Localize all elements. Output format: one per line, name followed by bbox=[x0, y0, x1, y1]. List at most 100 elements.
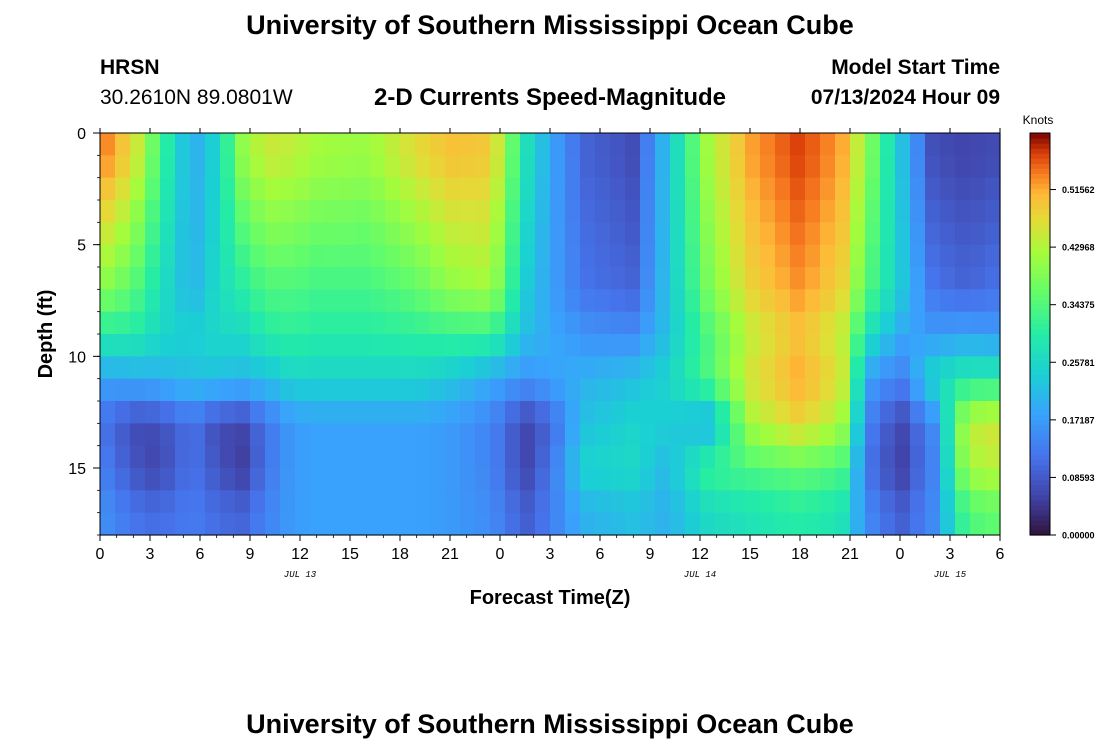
heatmap-cell bbox=[190, 177, 206, 201]
heatmap-cell bbox=[220, 244, 236, 268]
heatmap-cell bbox=[460, 512, 476, 536]
heatmap-cell bbox=[700, 289, 716, 313]
heatmap-cell bbox=[670, 155, 686, 179]
heatmap-cell bbox=[625, 177, 641, 201]
heatmap-cell bbox=[865, 490, 881, 514]
heatmap-cell bbox=[715, 512, 731, 536]
heatmap-cell bbox=[235, 356, 251, 380]
heatmap-cell bbox=[640, 490, 656, 514]
heatmap-cell bbox=[145, 177, 161, 201]
heatmap-cell bbox=[910, 267, 926, 290]
heatmap-cell bbox=[640, 267, 656, 290]
heatmap-cell bbox=[460, 334, 476, 357]
heatmap-cell bbox=[490, 177, 506, 201]
heatmap-cell bbox=[745, 490, 761, 514]
heatmap-cell bbox=[505, 222, 521, 246]
heatmap-cell bbox=[415, 267, 431, 290]
heatmap-cell bbox=[235, 267, 251, 290]
heatmap-cell bbox=[220, 490, 236, 514]
heatmap-cell bbox=[970, 512, 986, 536]
heatmap-cell bbox=[955, 401, 971, 424]
heatmap-cell bbox=[760, 334, 776, 357]
heatmap-cell bbox=[295, 445, 311, 469]
heatmap-cell bbox=[730, 512, 746, 536]
heatmap-cell bbox=[655, 378, 671, 402]
heatmap-cell bbox=[175, 289, 191, 313]
heatmap-cell bbox=[970, 445, 986, 469]
heatmap-cell bbox=[745, 177, 761, 201]
heatmap-cell bbox=[310, 423, 326, 447]
heatmap-cell bbox=[190, 401, 206, 424]
heatmap-cell bbox=[730, 468, 746, 491]
heatmap-cell bbox=[730, 311, 746, 335]
heatmap-cell bbox=[505, 289, 521, 313]
heatmap-cell bbox=[910, 378, 926, 402]
heatmap-cell bbox=[310, 267, 326, 290]
heatmap-cell bbox=[340, 334, 356, 357]
heatmap-cell bbox=[535, 200, 551, 223]
heatmap-cell bbox=[445, 401, 461, 424]
heatmap-cell bbox=[385, 222, 401, 246]
y-tick-label: 15 bbox=[68, 461, 86, 478]
heatmap-cell bbox=[895, 244, 911, 268]
heatmap-cell bbox=[835, 155, 851, 179]
heatmap-cell bbox=[775, 222, 791, 246]
colorbar-swatch bbox=[1030, 288, 1050, 295]
heatmap-cell bbox=[385, 133, 401, 156]
heatmap-cell bbox=[220, 401, 236, 424]
x-tick-label: 6 bbox=[596, 546, 605, 563]
heatmap-cell bbox=[745, 222, 761, 246]
heatmap-cell bbox=[115, 401, 131, 424]
heatmap-cell bbox=[235, 155, 251, 179]
heatmap-cell bbox=[595, 267, 611, 290]
heatmap-cell bbox=[220, 356, 236, 380]
colorbar-tick-label: 0.34375 bbox=[1062, 300, 1095, 310]
heatmap-cell bbox=[160, 177, 176, 201]
heatmap-cell bbox=[460, 445, 476, 469]
heatmap-cell bbox=[955, 468, 971, 491]
heatmap-cell bbox=[565, 200, 581, 223]
heatmap-cell bbox=[820, 512, 836, 536]
heatmap-cell bbox=[610, 401, 626, 424]
heatmap-cell bbox=[340, 289, 356, 313]
heatmap-cell bbox=[205, 378, 221, 402]
heatmap-cell bbox=[880, 311, 896, 335]
heatmap-cell bbox=[550, 423, 566, 447]
heatmap-cell bbox=[130, 222, 146, 246]
heatmap-cell bbox=[595, 356, 611, 380]
heatmap-cell bbox=[715, 311, 731, 335]
heatmap-cell bbox=[910, 423, 926, 447]
heatmap-cell bbox=[520, 445, 536, 469]
heatmap-cell bbox=[355, 311, 371, 335]
heatmap-cell bbox=[790, 423, 806, 447]
footer-title: University of Southern Mississippi Ocean… bbox=[246, 709, 854, 739]
heatmap-cell bbox=[415, 334, 431, 357]
heatmap-cell bbox=[235, 378, 251, 402]
heatmap-cell bbox=[760, 356, 776, 380]
heatmap-cell bbox=[220, 512, 236, 536]
heatmap-cell bbox=[940, 512, 956, 536]
heatmap-cell bbox=[385, 244, 401, 268]
heatmap-cell bbox=[985, 490, 1001, 514]
colorbar-swatch bbox=[1030, 308, 1050, 315]
heatmap-cell bbox=[745, 244, 761, 268]
heatmap-cell bbox=[415, 401, 431, 424]
heatmap-cell bbox=[625, 378, 641, 402]
heatmap-cell bbox=[580, 289, 596, 313]
colorbar-swatch bbox=[1030, 268, 1050, 275]
heatmap-cell bbox=[475, 356, 491, 380]
heatmap-cell bbox=[520, 133, 536, 156]
y-axis: 0 5 10 15 bbox=[68, 126, 100, 536]
heatmap-cell bbox=[160, 468, 176, 491]
colorbar-swatch bbox=[1030, 168, 1050, 174]
heatmap-cell bbox=[595, 468, 611, 491]
colorbar-swatch bbox=[1030, 158, 1050, 164]
heatmap-cell bbox=[895, 177, 911, 201]
model-start-label: Model Start Time bbox=[831, 56, 1000, 79]
heatmap-cell bbox=[445, 490, 461, 514]
date-label: JUL 13 bbox=[284, 570, 317, 580]
heatmap-cell bbox=[655, 311, 671, 335]
heatmap-cell bbox=[610, 177, 626, 201]
heatmap-cell bbox=[370, 222, 386, 246]
heatmap-cell bbox=[445, 244, 461, 268]
